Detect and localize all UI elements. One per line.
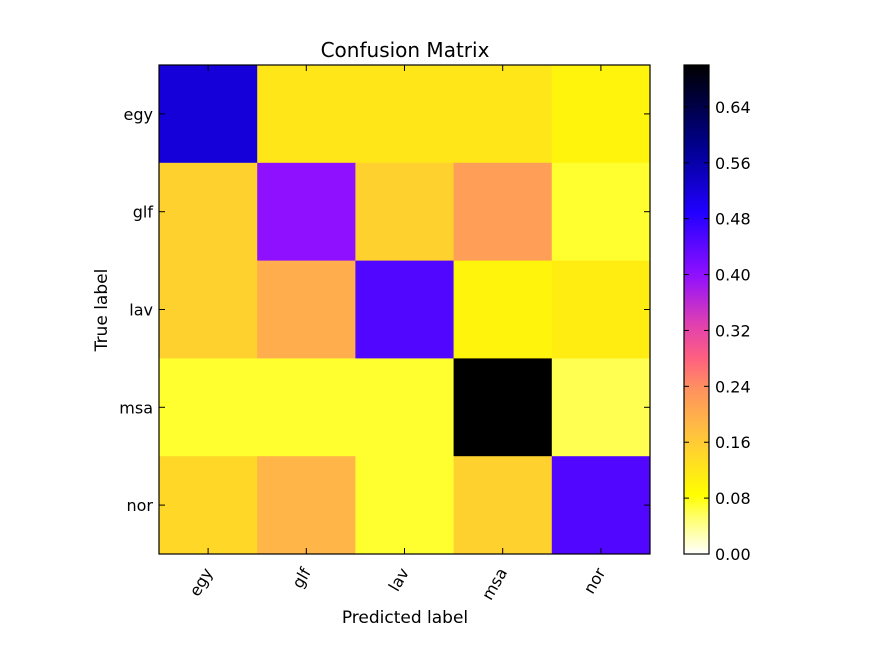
colorbar-tick-label: 0.24	[715, 377, 751, 396]
heatmap-cell-nor-nor	[551, 456, 651, 555]
heatmap-cell-nor-glf	[257, 456, 356, 555]
heatmap-cell-egy-lav	[355, 65, 455, 164]
heatmap-cell-lav-lav	[355, 260, 455, 359]
heatmap-cell-nor-lav	[355, 456, 455, 555]
y-tick-label-egy: egy	[124, 105, 153, 124]
colorbar-ticks: 0.00 0.08 0.16 0.24 0.32 0.40 0.48 0.56 0.64	[684, 98, 751, 564]
chart-title: Confusion Matrix	[321, 38, 490, 62]
heatmap-cell-lav-glf	[257, 260, 356, 359]
heatmap-cell-egy-egy	[159, 65, 258, 164]
colorbar-tick-label: 0.40	[715, 266, 751, 285]
colorbar-tick-label: 0.64	[715, 98, 751, 117]
heatmap-cell-glf-egy	[159, 162, 258, 262]
x-tick-label-msa: msa	[478, 565, 511, 604]
x-tick-labels: egy glf lav msa nor	[185, 564, 609, 603]
heatmap-cell-msa-egy	[159, 358, 258, 457]
heatmap-cell-nor-msa	[453, 456, 553, 555]
heatmap-cell-egy-glf	[257, 65, 356, 164]
y-tick-label-msa: msa	[119, 398, 153, 417]
heatmap-cell-nor-egy	[159, 456, 258, 555]
y-axis-label: True label	[92, 269, 112, 353]
colorbar	[683, 64, 710, 555]
y-tick-label-lav: lav	[129, 301, 153, 320]
heatmap-cell-glf-glf	[257, 162, 356, 262]
heatmap-cell-lav-nor	[551, 260, 651, 359]
colorbar-tick-label: 0.08	[715, 489, 751, 508]
colorbar-tick-label: 0.00	[715, 545, 751, 564]
colorbar-tick-label: 0.16	[715, 433, 751, 452]
heatmap-cell-glf-msa	[453, 162, 553, 262]
heatmap-cell-msa-lav	[355, 358, 455, 457]
heatmap-cell-egy-nor	[551, 65, 651, 164]
heatmap-cell-msa-msa	[453, 358, 553, 457]
colorbar-tick-label: 0.48	[715, 210, 751, 229]
colorbar-tick-label: 0.32	[715, 321, 751, 340]
heatmap-cell-lav-egy	[159, 260, 258, 359]
axis-ticks	[159, 65, 650, 554]
y-tick-label-glf: glf	[133, 203, 154, 222]
y-tick-label-nor: nor	[126, 496, 153, 515]
y-tick-labels: egy glf lav msa nor	[119, 105, 153, 515]
heatmap-cells	[159, 65, 651, 555]
heatmap-cell-glf-nor	[551, 162, 651, 262]
heatmap-cell-glf-lav	[355, 162, 455, 262]
x-tick-label-glf: glf	[288, 564, 315, 591]
heatmap-cell-msa-glf	[257, 358, 356, 457]
x-tick-label-egy: egy	[185, 565, 216, 600]
x-tick-label-nor: nor	[580, 564, 610, 597]
heatmap-cell-lav-msa	[453, 260, 553, 359]
colorbar-tick-label: 0.56	[715, 154, 751, 173]
x-axis-label: Predicted label	[342, 608, 468, 628]
heatmap-cell-msa-nor	[551, 358, 651, 457]
x-tick-label-lav: lav	[385, 565, 413, 595]
heatmap-cell-egy-msa	[453, 65, 553, 164]
